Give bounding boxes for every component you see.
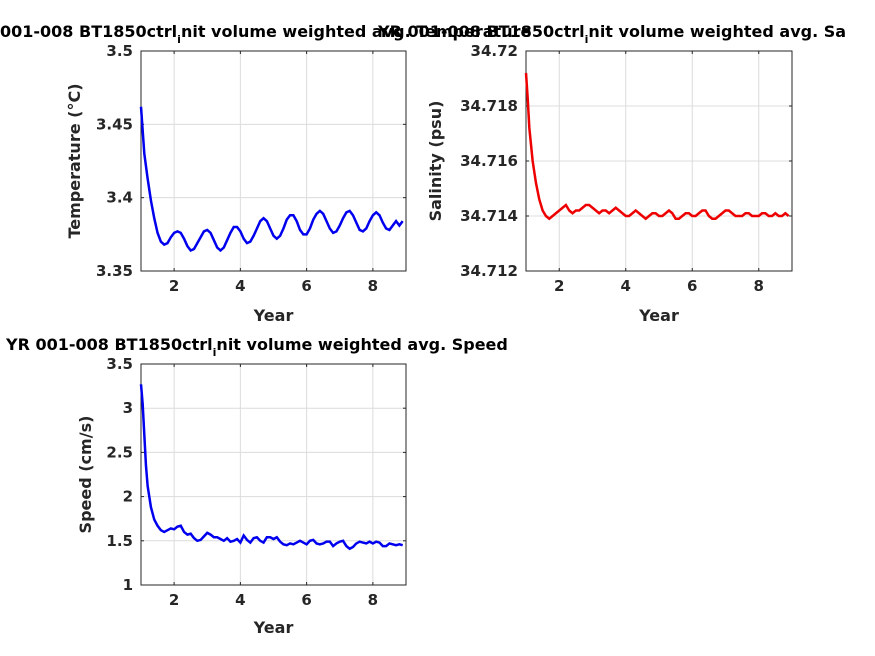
salinity-ytick-label: 34.718 [460,97,518,115]
temperature-panel: 001-008 BT1850ctrlinit volume weighted a… [0,22,531,325]
speed-ytick-label: 3 [123,399,133,417]
salinity-ytick-label: 34.714 [460,207,518,225]
speed-axes-border [140,363,407,586]
speed-ytick-label: 2 [123,488,133,506]
temperature-ytick-label: 3.45 [96,115,133,133]
speed-ytick-label: 2.5 [106,443,133,461]
salinity-ylabel: Salinity (psu) [426,101,445,222]
temperature-series-line [139,106,404,253]
speed-ytick-label: 3.5 [106,355,133,373]
salinity-panel: YR 001-008 BT1850ctrlinit volume weighte… [377,22,846,325]
salinity-ytick-label: 34.716 [460,152,518,170]
speed-ylabel: Speed (cm/s) [76,416,95,534]
speed-ytick-label: 1 [123,576,133,594]
speed-xlabel: Year [253,618,294,637]
salinity-series-line [524,72,790,221]
speed-series-line [139,384,404,551]
salinity-ticks: 2 4 6 8 34.712 34.714 34.716 34.718 34.72 [460,42,793,295]
speed-ytick-label: 1.5 [106,532,133,550]
temperature-ytick-label: 3.35 [96,262,133,280]
temperature-ylabel: Temperature (°C) [65,83,84,238]
salinity-xtick-label: 2 [554,277,564,295]
temperature-xtick-label: 4 [235,277,245,295]
speed-xtick-label: 2 [169,591,179,609]
salinity-ytick-label: 34.712 [460,262,518,280]
temperature-ytick-label: 3.4 [106,189,133,207]
temperature-xtick-label: 2 [169,277,179,295]
speed-panel: YR 001-008 BT1850ctrlinit volume weighte… [5,335,508,637]
speed-xtick-label: 8 [368,591,378,609]
temperature-xtick-label: 8 [368,277,378,295]
speed-axes [140,363,407,586]
salinity-axes-border [525,50,793,272]
speed-title: YR 001-008 BT1850ctrlinit volume weighte… [5,335,508,359]
salinity-xtick-label: 6 [687,277,697,295]
temperature-title: 001-008 BT1850ctrlinit volume weighted a… [0,22,531,46]
salinity-title: YR 001-008 BT1850ctrlinit volume weighte… [377,22,846,46]
speed-ticks: 2 4 6 8 1 1.5 2 2.5 3 3.5 [106,355,407,609]
temperature-axes-border [140,50,407,272]
temperature-ytick-label: 3.5 [106,42,133,60]
temperature-axes [140,50,407,272]
salinity-ytick-label: 34.72 [471,42,518,60]
speed-xtick-label: 6 [301,591,311,609]
salinity-xtick-label: 4 [621,277,631,295]
speed-xtick-label: 4 [235,591,245,609]
salinity-xlabel: Year [638,306,679,325]
temperature-xlabel: Year [253,306,294,325]
temperature-xtick-label: 6 [301,277,311,295]
salinity-xtick-label: 8 [754,277,764,295]
